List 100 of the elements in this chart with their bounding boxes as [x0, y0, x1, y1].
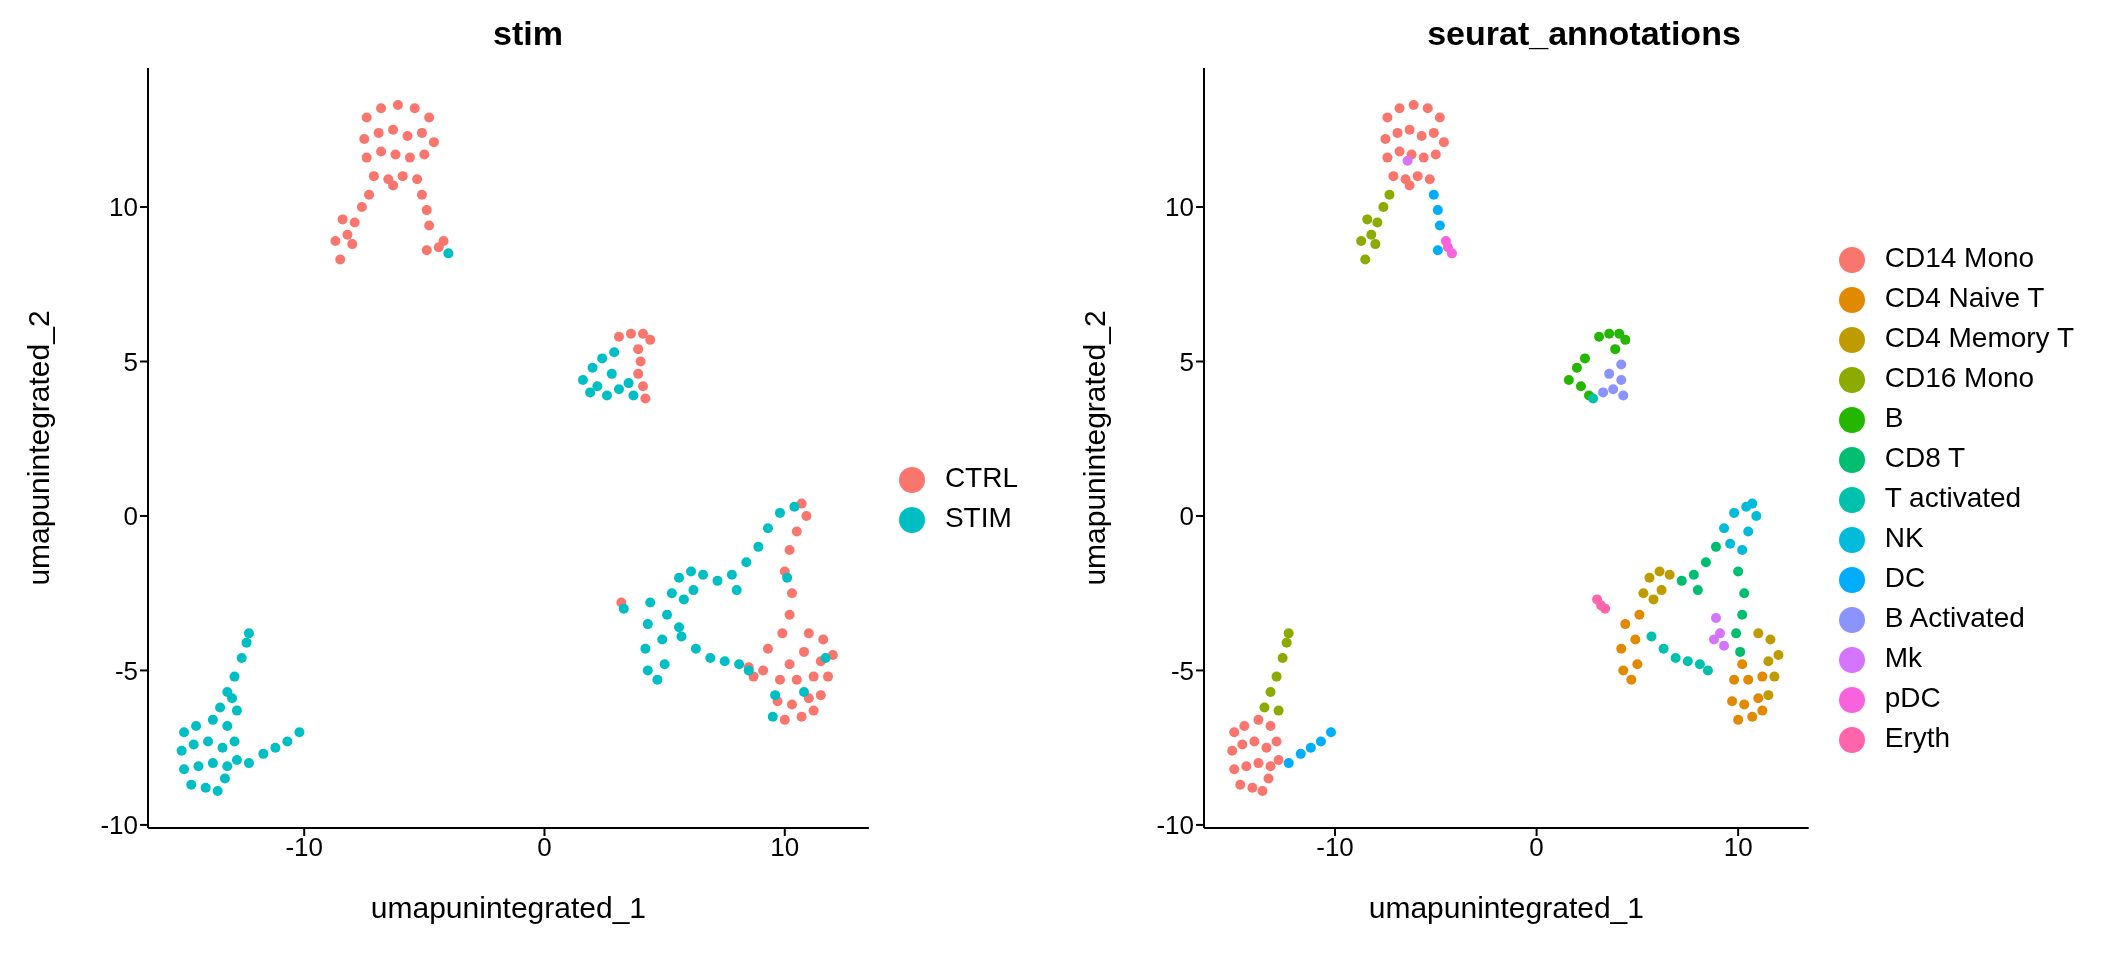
- point: [1273, 705, 1284, 716]
- point: [1737, 609, 1748, 620]
- legend-label: T activated: [1884, 482, 2022, 513]
- point: [1757, 705, 1768, 716]
- y-tick-label: -10: [100, 810, 138, 841]
- y-tick-label: -10: [1156, 810, 1194, 841]
- point: [1725, 538, 1736, 549]
- point: [1430, 149, 1441, 160]
- point: [1273, 755, 1284, 766]
- point: [1743, 526, 1754, 537]
- point: [1692, 585, 1703, 596]
- point: [1737, 544, 1748, 555]
- point: [1670, 653, 1681, 664]
- point: [1733, 566, 1744, 577]
- point: [1422, 103, 1433, 114]
- point: [1747, 711, 1758, 722]
- point: [1235, 779, 1246, 790]
- point: [1729, 507, 1740, 518]
- point: [1588, 393, 1599, 404]
- x-tick-label: -10: [285, 832, 323, 863]
- y-tick-label: 5: [1179, 346, 1194, 377]
- point: [1366, 229, 1377, 240]
- x-axis-title: umapunintegrated_1: [370, 891, 647, 924]
- point: [1739, 588, 1750, 599]
- point: [1380, 134, 1391, 145]
- point: [1305, 742, 1316, 753]
- legend-label: pDC: [1884, 682, 1941, 713]
- point: [1614, 328, 1625, 339]
- y-axis-title: umapunintegrated_2: [1077, 310, 1111, 586]
- x-tick-label: 10: [1723, 832, 1753, 863]
- point: [1648, 594, 1659, 605]
- legend-label: NK: [1884, 522, 1924, 553]
- y-tick-label: 10: [1165, 192, 1194, 223]
- point: [1277, 653, 1288, 664]
- point: [1715, 628, 1726, 639]
- point: [1598, 387, 1609, 398]
- point: [1263, 773, 1274, 784]
- point: [1763, 690, 1774, 701]
- point: [1753, 693, 1764, 704]
- point: [1356, 236, 1367, 247]
- point: [1283, 758, 1294, 769]
- point: [1261, 742, 1272, 753]
- y-tick-label: 5: [123, 346, 138, 377]
- point: [1408, 100, 1419, 111]
- point: [1638, 588, 1649, 599]
- point: [1688, 569, 1699, 580]
- point: [1600, 603, 1611, 614]
- point: [1362, 214, 1373, 225]
- point: [1432, 205, 1443, 216]
- point: [1694, 659, 1705, 670]
- point: [1604, 328, 1615, 339]
- point: [1664, 569, 1675, 580]
- point: [1428, 189, 1439, 200]
- point: [1388, 171, 1399, 182]
- y-tick-label: 0: [123, 501, 138, 532]
- point: [1747, 498, 1758, 509]
- point: [1700, 557, 1711, 568]
- point: [1412, 171, 1423, 182]
- point: [1265, 761, 1276, 772]
- chart-title: seurat_annotations: [1426, 13, 1742, 54]
- point: [1563, 375, 1574, 386]
- point: [1626, 674, 1637, 685]
- point: [1392, 127, 1403, 138]
- point: [1616, 375, 1627, 386]
- point: [1428, 127, 1439, 138]
- point: [1237, 739, 1248, 750]
- legend-label: CD4 Memory T: [1884, 322, 2074, 353]
- y-tick-label: 0: [1179, 501, 1194, 532]
- point: [1249, 736, 1260, 747]
- legend-label: CD14 Mono: [1884, 242, 2035, 273]
- point: [1571, 362, 1582, 373]
- point: [1608, 384, 1619, 395]
- legend-label: STIM: [944, 502, 1012, 533]
- point: [1751, 510, 1762, 521]
- point: [1743, 674, 1754, 685]
- point: [1416, 130, 1427, 141]
- point: [1729, 674, 1740, 685]
- x-tick-label: 0: [1529, 832, 1544, 863]
- point: [1229, 727, 1240, 738]
- point: [1295, 748, 1306, 759]
- point: [1370, 239, 1381, 250]
- point: [1229, 764, 1240, 775]
- point: [1432, 245, 1443, 256]
- legend-label: CD8 T: [1884, 442, 1966, 473]
- x-tick-label: -10: [1316, 832, 1354, 863]
- point: [1719, 523, 1730, 534]
- point: [1438, 137, 1449, 148]
- point: [1283, 628, 1294, 639]
- legend-label: CTRL: [944, 462, 1018, 493]
- point: [1753, 628, 1764, 639]
- point: [1763, 656, 1774, 667]
- point: [1618, 390, 1629, 401]
- point: [1719, 640, 1730, 651]
- point: [1271, 671, 1282, 682]
- legend-label: DC: [1884, 562, 1926, 593]
- point: [1702, 665, 1713, 676]
- point: [1656, 585, 1667, 596]
- point: [1733, 714, 1744, 725]
- point: [1265, 721, 1276, 732]
- x-axis-title: umapunintegrated_1: [1368, 891, 1644, 924]
